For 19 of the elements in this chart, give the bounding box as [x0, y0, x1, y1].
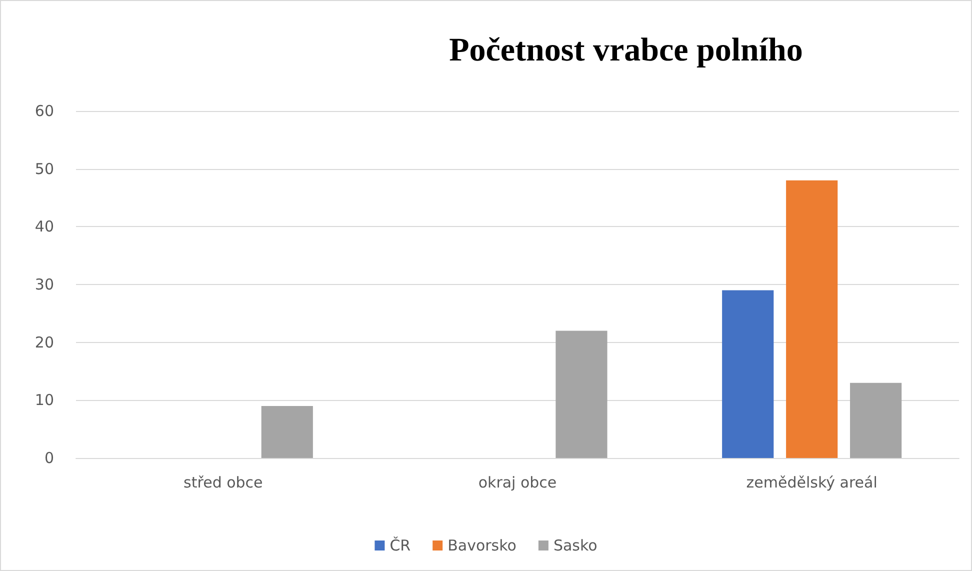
bar	[722, 290, 774, 458]
x-tick-label: okraj obce	[478, 474, 557, 492]
bar	[850, 382, 902, 458]
y-tick-label: 10	[34, 391, 54, 410]
y-tick-label: 60	[34, 102, 54, 120]
y-tick-label: 30	[34, 276, 54, 294]
legend-label: Bavorsko	[448, 536, 516, 554]
x-tick-label: zemědělský areál	[746, 474, 878, 492]
y-tick-label: 40	[34, 218, 54, 236]
y-tick-label: 20	[34, 333, 54, 352]
legend-label: Sasko	[553, 536, 598, 554]
legend-label: ČR	[390, 536, 411, 554]
y-tick-label: 0	[44, 449, 54, 467]
chart-title: Početnost vrabce polního	[449, 32, 803, 68]
bar	[556, 330, 608, 458]
bar	[786, 180, 838, 458]
bar	[261, 406, 313, 458]
x-tick-label: střed obce	[184, 474, 263, 492]
y-tick-label: 50	[34, 160, 54, 178]
